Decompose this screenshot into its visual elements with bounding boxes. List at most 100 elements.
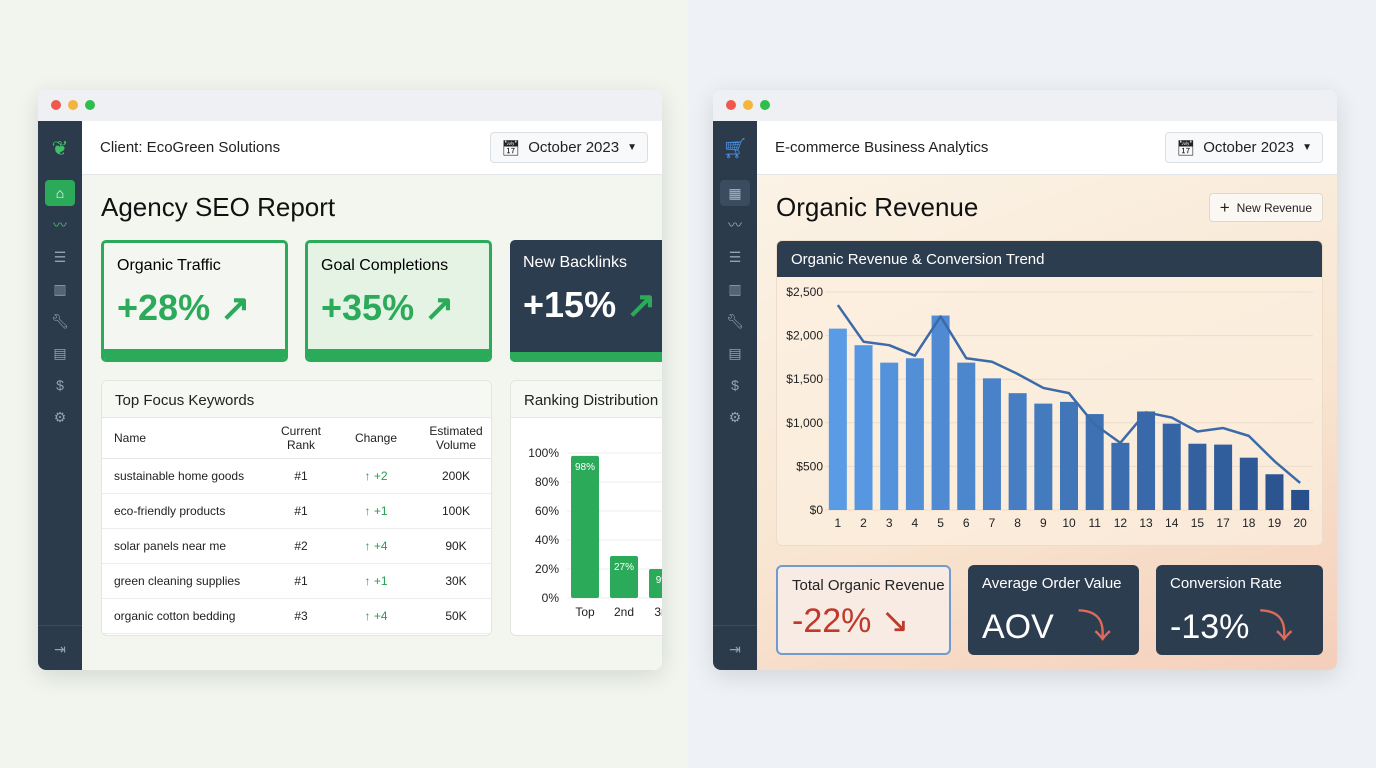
table-row[interactable]: sustainable home goods #1 ↑ +2 200K: [102, 458, 491, 494]
x-tick-label: 6: [963, 516, 970, 530]
trend-icon[interactable]: 〰: [53, 217, 67, 233]
date-label: October 2023: [528, 139, 620, 156]
card-average-order-value: Average Order Value AOV ⤵: [968, 565, 1139, 655]
gear-icon[interactable]: ⚙: [728, 408, 742, 425]
bar-data-label: 9%: [656, 575, 662, 586]
table-row[interactable]: organic cotton bedding #3 ↑ +4 50K: [102, 598, 491, 634]
estimated-volume: 90K: [421, 528, 491, 564]
keywords-panel: Top Focus Keywords Name Current Rank Cha…: [101, 380, 492, 636]
table-row[interactable]: green cleaning supplies #1 ↑ +1 30K: [102, 563, 491, 599]
change-value: +2: [373, 468, 388, 483]
change-value: +1: [373, 503, 388, 518]
kpi-value: +15%: [523, 284, 617, 325]
arrow-down-right-icon: ↘: [880, 602, 910, 640]
gear-icon[interactable]: ⚙: [53, 408, 67, 425]
bar-chart-icon[interactable]: ▥: [728, 280, 742, 297]
kpi-new-backlinks: New Backlinks +15% ↗: [510, 240, 662, 362]
bar: [1111, 442, 1130, 510]
arrow-up-icon: ↑: [364, 608, 371, 623]
date-picker[interactable]: 📅︎ October 2023 ▼: [1165, 132, 1323, 163]
table-row[interactable]: solar panels near me #2 ↑ +4 90K: [102, 528, 491, 564]
keyword-name: green cleaning supplies: [102, 563, 271, 599]
calendar-icon: 📅︎: [501, 139, 521, 157]
x-tick-label: 15: [1191, 516, 1205, 530]
card-label: Conversion Rate: [1170, 575, 1282, 592]
y-tick-label: $2,500: [786, 285, 823, 299]
bar: [957, 362, 976, 510]
keyword-name: organic cotton bedding: [102, 598, 271, 634]
x-tick-label: 17: [1216, 516, 1230, 530]
bar: [1137, 411, 1156, 510]
rank-change: ↑ +2: [331, 458, 421, 494]
kpi-accent-bar: [510, 352, 662, 362]
close-button[interactable]: [51, 100, 61, 110]
kpi-accent-bar: [308, 349, 489, 359]
y-tick-label: $500: [796, 459, 823, 473]
estimated-volume: 50K: [421, 598, 491, 634]
dollar-icon[interactable]: $: [56, 377, 64, 393]
table-row[interactable]: eco-friendly products #1 ↑ +1 100K: [102, 493, 491, 529]
revenue-chart-card: Organic Revenue & Conversion Trend $0 $50…: [776, 240, 1323, 546]
trend-icon[interactable]: 〰: [728, 217, 742, 233]
arrow-up-icon: ↑: [364, 468, 371, 483]
app-title: E-commerce Business Analytics: [775, 139, 989, 156]
current-rank: #1: [271, 563, 331, 599]
current-rank: #2: [271, 528, 331, 564]
caret-down-icon: ▼: [627, 142, 637, 153]
x-tick-label: 14: [1165, 516, 1179, 530]
column-header: Current Rank: [271, 418, 331, 459]
kpi-value: +35%: [321, 287, 415, 328]
analytics-icon[interactable]: ▤: [728, 344, 742, 361]
minimize-button[interactable]: [68, 100, 78, 110]
arrow-up-icon: ↑: [364, 573, 371, 588]
bar-chart-icon[interactable]: ▥: [53, 280, 67, 297]
panel-title: Top Focus Keywords: [102, 381, 491, 418]
caret-down-icon: ▼: [1302, 142, 1312, 153]
arrow-up-right-icon: ↗: [424, 287, 455, 328]
column-header: Estimated Volume: [421, 418, 491, 459]
y-tick-label: $2,000: [786, 329, 823, 343]
trend-down-icon: ⤵: [1258, 608, 1293, 646]
logout-icon[interactable]: ⇥: [729, 640, 741, 657]
logout-icon[interactable]: ⇥: [54, 640, 66, 657]
analytics-icon[interactable]: ▤: [53, 344, 67, 361]
header: E-commerce Business Analytics 📅︎ October …: [757, 121, 1337, 175]
kpi-label: Goal Completions: [321, 257, 449, 274]
rank-change: ↑ +1: [331, 563, 421, 599]
date-picker[interactable]: 📅︎ October 2023 ▼: [490, 132, 648, 163]
x-tick-label: 12: [1114, 516, 1128, 530]
dollar-icon[interactable]: $: [731, 377, 739, 393]
maximize-button[interactable]: [760, 100, 770, 110]
cart-logo-icon: 🛒︎: [722, 137, 748, 160]
minimize-button[interactable]: [743, 100, 753, 110]
list-icon[interactable]: ☰: [53, 248, 67, 265]
kpi-value: +28%: [117, 287, 211, 328]
wrench-icon[interactable]: 🔧︎: [726, 312, 744, 329]
bar: [1060, 401, 1078, 510]
bar: [1188, 443, 1207, 510]
page-title: Agency SEO Report: [101, 192, 336, 222]
x-tick-label: 13: [1139, 516, 1153, 530]
wrench-icon[interactable]: 🔧︎: [51, 312, 69, 329]
x-tick-label: 20: [1293, 516, 1307, 530]
y-tick-label: 40%: [535, 533, 559, 547]
estimated-volume: 100K: [421, 493, 491, 529]
new-revenue-button[interactable]: + New Revenue: [1208, 193, 1323, 222]
keyword-name: eco-friendly products: [102, 493, 271, 529]
bar: [982, 378, 1001, 510]
card-label: Total Organic Revenue: [792, 577, 945, 594]
card-value: -22%: [792, 602, 872, 640]
x-tick-label: 10: [1062, 516, 1076, 530]
kpi-organic-traffic: Organic Traffic +28% ↗: [101, 240, 288, 362]
bar: [854, 345, 873, 510]
button-label: New Revenue: [1236, 200, 1312, 215]
main-content: Agency SEO Report Organic Traffic +28% ↗…: [82, 175, 662, 670]
list-icon[interactable]: ☰: [728, 248, 742, 265]
bar: [1085, 414, 1104, 510]
maximize-button[interactable]: [85, 100, 95, 110]
home-icon[interactable]: ⌂: [45, 180, 75, 206]
bar: [649, 569, 662, 598]
dashboard-icon[interactable]: ▦: [720, 180, 750, 206]
rank-change: ↑ +1: [331, 493, 421, 529]
close-button[interactable]: [726, 100, 736, 110]
